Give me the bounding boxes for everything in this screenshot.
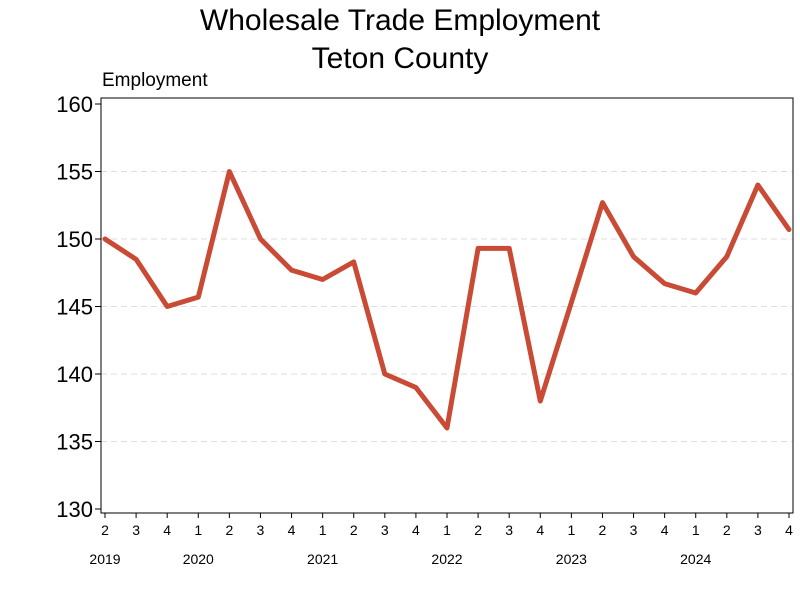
x-tick-label: 3 bbox=[754, 522, 762, 538]
x-tick-label: 4 bbox=[288, 522, 296, 538]
x-axis-ticks: 2 3 4 1 2 3 4 1 2 3 4 1 2 3 4 1 2 3 4 1 2 3 4 bbox=[101, 513, 793, 538]
data-point bbox=[103, 237, 107, 241]
x-tick-label: 4 bbox=[163, 522, 171, 538]
x-tick-label: 2 bbox=[101, 522, 109, 538]
data-point bbox=[383, 372, 387, 376]
data-point bbox=[134, 257, 138, 261]
x-tick-label: 2 bbox=[350, 522, 358, 538]
plot-frame bbox=[100, 97, 794, 514]
y-axis-ticks: 130 135 140 145 150 155 160 bbox=[56, 92, 101, 522]
gridlines bbox=[101, 171, 793, 442]
x-axis-year-labels: 2019 2020 2021 2022 2023 2024 bbox=[89, 551, 711, 567]
series-layer bbox=[102, 169, 792, 431]
data-point bbox=[632, 255, 636, 259]
y-axis-label: Employment bbox=[102, 70, 208, 91]
x-tick-label: 1 bbox=[319, 522, 327, 538]
x-tick-label: 4 bbox=[785, 522, 793, 538]
y-tick-label: 150 bbox=[56, 227, 93, 252]
data-point bbox=[414, 386, 418, 389]
x-year-label: 2019 bbox=[89, 551, 120, 567]
x-tick-label: 3 bbox=[132, 522, 140, 538]
data-point bbox=[445, 426, 449, 430]
data-point bbox=[476, 246, 480, 250]
data-point bbox=[787, 228, 791, 232]
y-tick-label: 160 bbox=[56, 92, 93, 117]
data-point bbox=[165, 305, 169, 308]
x-tick-label: 1 bbox=[692, 522, 700, 538]
y-tick-label: 145 bbox=[56, 295, 93, 320]
data-point bbox=[196, 295, 200, 299]
x-tick-label: 2 bbox=[474, 522, 482, 538]
x-year-label: 2020 bbox=[183, 551, 214, 567]
data-point bbox=[538, 399, 542, 403]
x-tick-label: 4 bbox=[661, 522, 669, 538]
data-point bbox=[694, 291, 698, 295]
x-year-label: 2022 bbox=[431, 551, 462, 567]
x-tick-label: 1 bbox=[567, 522, 575, 538]
data-point bbox=[569, 300, 573, 304]
data-point bbox=[663, 282, 667, 286]
series-line bbox=[102, 169, 792, 431]
x-year-label: 2023 bbox=[556, 551, 587, 567]
x-tick-label: 1 bbox=[194, 522, 202, 538]
data-point bbox=[321, 278, 325, 281]
data-point bbox=[756, 183, 760, 187]
y-tick-label: 130 bbox=[56, 497, 93, 522]
y-tick-label: 135 bbox=[56, 430, 93, 455]
data-point bbox=[352, 260, 356, 264]
x-tick-label: 2 bbox=[599, 522, 607, 538]
x-tick-label: 3 bbox=[630, 522, 638, 538]
x-year-label: 2024 bbox=[680, 551, 711, 567]
y-tick-label: 140 bbox=[56, 362, 93, 387]
data-point bbox=[290, 268, 294, 272]
data-point bbox=[725, 255, 729, 259]
chart-title-line-2: Teton County bbox=[312, 42, 489, 75]
x-tick-label: 1 bbox=[443, 522, 451, 538]
x-tick-label: 3 bbox=[381, 522, 389, 538]
data-point bbox=[227, 170, 231, 173]
data-point bbox=[258, 237, 262, 241]
x-tick-label: 3 bbox=[257, 522, 265, 538]
y-tick-label: 155 bbox=[56, 160, 93, 185]
x-tick-label: 4 bbox=[536, 522, 544, 538]
x-tick-label: 2 bbox=[225, 522, 233, 538]
x-tick-label: 4 bbox=[412, 522, 420, 538]
data-point bbox=[600, 201, 604, 205]
chart-title-line-1: Wholesale Trade Employment bbox=[200, 4, 601, 37]
x-tick-label: 3 bbox=[505, 522, 513, 538]
x-year-label: 2021 bbox=[307, 551, 338, 567]
data-point bbox=[507, 246, 511, 250]
x-tick-label: 2 bbox=[723, 522, 731, 538]
